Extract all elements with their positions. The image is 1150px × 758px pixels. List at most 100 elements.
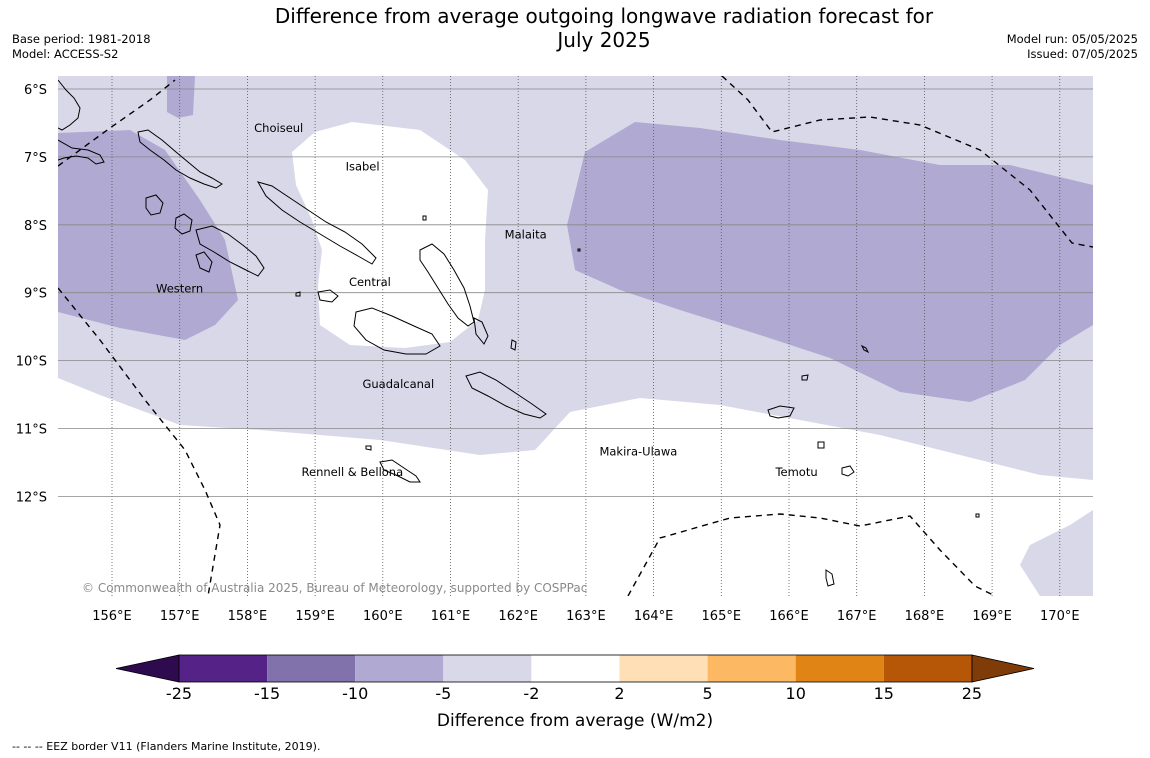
meta-right: Model run: 05/05/2025 Issued: 07/05/2025 xyxy=(1007,32,1138,62)
province-label: Isabel xyxy=(346,159,380,173)
latitude-label: 11°S xyxy=(16,423,47,438)
province-label: Makira-Ulawa xyxy=(599,445,677,459)
latitude-label: 12°S xyxy=(16,490,47,505)
colorbar-tick-label: -5 xyxy=(435,684,451,703)
vella-lavella-island xyxy=(145,194,164,216)
province-label: Malaita xyxy=(505,227,547,241)
colorbar-tick-label: -15 xyxy=(254,684,280,703)
utupua-island xyxy=(817,441,825,449)
colorbar-tick-label: 2 xyxy=(614,684,624,703)
issued-text: Issued: 07/05/2025 xyxy=(1027,47,1138,61)
model-text: Model: ACCESS-S2 xyxy=(12,47,119,61)
longitude-label: 156°E xyxy=(92,609,132,624)
bellona-island xyxy=(365,445,372,451)
bougainville-coast xyxy=(58,79,81,131)
longitude-label: 158°E xyxy=(228,609,268,624)
map-title: Difference from average outgoing longwav… xyxy=(0,4,1150,52)
ontong-java-atoll xyxy=(422,215,427,221)
eez-border-layer xyxy=(58,76,1093,596)
longitude-label: 157°E xyxy=(160,609,200,624)
colorbar-swatch xyxy=(883,655,972,682)
colorbar-tick-label: 25 xyxy=(962,684,982,703)
anomaly-region-light-southeast xyxy=(1020,510,1093,596)
longitude-label: 167°E xyxy=(837,609,877,624)
colorbar-swatch xyxy=(267,655,356,682)
colorbar-over-arrow xyxy=(971,654,1035,683)
eez-border-west xyxy=(58,287,221,596)
colorbar-tick-label: 10 xyxy=(786,684,806,703)
colorbar-tick-label: -10 xyxy=(342,684,368,703)
anuta-island xyxy=(975,513,980,518)
colorbar-swatch xyxy=(531,655,620,682)
meta-left: Base period: 1981-2018 Model: ACCESS-S2 xyxy=(12,32,151,62)
latitude-labels: 6°S 7°S 8°S 9°S 10°S 11°S 12°S xyxy=(16,83,47,505)
ulawa-island xyxy=(510,339,517,351)
colorbar-tick-label: 5 xyxy=(703,684,713,703)
colorbar-tick-label: -2 xyxy=(523,684,539,703)
longitude-label: 166°E xyxy=(769,609,809,624)
colorbar: -25 -15 -10 -5 -2 2 5 10 15 25 xyxy=(115,654,1035,703)
colorbar-swatch xyxy=(179,655,268,682)
longitude-label: 163°E xyxy=(566,609,606,624)
eez-border-south xyxy=(627,513,996,596)
santa-isabel-island xyxy=(256,181,377,265)
small-malaita-island xyxy=(473,317,489,345)
province-label: Western xyxy=(156,282,203,296)
colorbar-swatch xyxy=(795,655,884,682)
latitude-label: 7°S xyxy=(24,151,47,166)
anomaly-region-neutral-hole xyxy=(292,122,488,348)
longitude-label: 165°E xyxy=(702,609,742,624)
title-line-1: Difference from average outgoing longwav… xyxy=(274,4,934,28)
colorbar-under-arrow xyxy=(115,654,180,683)
longitude-labels: 156°E 157°E 158°E 159°E 160°E 161°E 162°E 163°E… xyxy=(92,609,1079,624)
duff-islands xyxy=(860,344,870,354)
title-line-2: July 2025 xyxy=(557,28,651,52)
kolombangara-island xyxy=(174,213,193,235)
map-area: Choiseul Isabel Malaita Western Central Guada… xyxy=(58,76,1093,596)
longitude-label: 160°E xyxy=(363,609,403,624)
colorbar-swatch xyxy=(355,655,444,682)
anomaly-fill-layer xyxy=(58,76,1093,596)
longitude-label: 162°E xyxy=(498,609,538,624)
longitude-label: 168°E xyxy=(905,609,945,624)
province-label: Guadalcanal xyxy=(362,377,434,391)
malaita-island xyxy=(419,243,475,327)
nggela-islands xyxy=(317,289,339,303)
colorbar-label: Difference from average (W/m2) xyxy=(437,711,713,731)
province-label: Temotu xyxy=(774,465,817,479)
anomaly-region-medium-west xyxy=(58,130,238,340)
reef-islands xyxy=(801,374,809,381)
guadalcanal-island xyxy=(353,307,441,355)
longitude-label: 159°E xyxy=(295,609,335,624)
colorbar-tick-label: 15 xyxy=(874,684,894,703)
latitude-label: 6°S xyxy=(24,83,47,98)
latitude-label: 8°S xyxy=(24,219,47,234)
latitude-label: 9°S xyxy=(24,287,47,302)
latitude-label: 10°S xyxy=(16,355,47,370)
anomaly-region-medium-east xyxy=(567,122,1093,402)
sikaiana-atoll xyxy=(577,248,581,252)
grid-layer xyxy=(58,76,1093,596)
russell-islands xyxy=(295,291,301,297)
new-georgia-island xyxy=(195,225,265,277)
rendova-island xyxy=(195,251,213,273)
longitude-label: 161°E xyxy=(431,609,471,624)
colorbar-swatch xyxy=(443,655,532,682)
model-run-text: Model run: 05/05/2025 xyxy=(1006,32,1138,46)
province-label: Rennell & Bellona xyxy=(302,465,404,479)
longitude-label: 170°E xyxy=(1040,609,1080,624)
copyright-text: © Commonwealth of Australia 2025, Bureau… xyxy=(82,581,587,595)
eez-border-north-west xyxy=(58,79,176,167)
base-period-text: Base period: 1981-2018 xyxy=(12,32,151,46)
province-label: Choiseul xyxy=(254,121,303,135)
colorbar-frame xyxy=(178,654,973,683)
longitude-label: 164°E xyxy=(634,609,674,624)
vanikoro-island xyxy=(841,465,855,477)
rennell-island xyxy=(379,459,421,483)
colorbar-tick-label: -25 xyxy=(166,684,192,703)
colorbar-swatch xyxy=(619,655,708,682)
tikopia-island xyxy=(825,569,835,587)
choiseul-island xyxy=(137,129,223,189)
province-labels: Choiseul Isabel Malaita Western Central Guada… xyxy=(156,121,818,479)
